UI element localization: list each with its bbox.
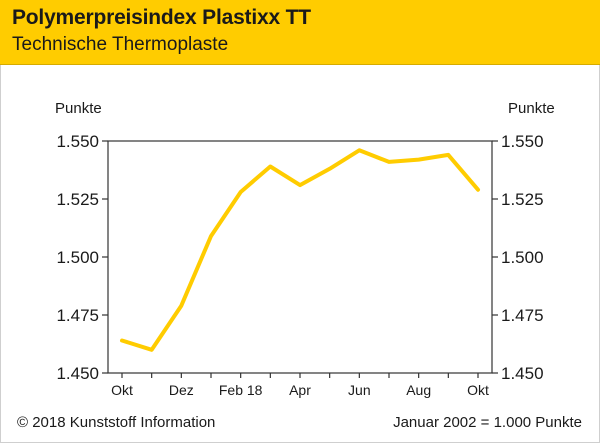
y-tick-label-left: 1.475: [56, 306, 99, 325]
y-tick-label-right: 1.500: [501, 248, 544, 267]
header-bar: Polymerpreisindex Plastixx TT Technische…: [0, 0, 600, 65]
y-tick-label-right: 1.475: [501, 306, 544, 325]
y-tick-label-right: 1.525: [501, 190, 544, 209]
series-line: [120, 148, 480, 352]
chart-subtitle: Technische Thermoplaste: [12, 34, 229, 55]
plot-area: [107, 140, 493, 374]
x-tick-label: Okt: [111, 382, 133, 398]
x-tick-label: Aug: [406, 382, 431, 398]
baseline-note: Januar 2002 = 1.000 Punkte: [393, 414, 582, 431]
x-tick-label: Apr: [289, 382, 311, 398]
chart-title: Polymerpreisindex Plastixx TT: [12, 6, 311, 29]
y-tick-label-right: 1.550: [501, 132, 544, 151]
y-tick-label-right: 1.450: [501, 364, 544, 383]
copyright-note: © 2018 Kunststoff Information: [17, 414, 216, 431]
x-tick-label: Dez: [169, 382, 194, 398]
x-tick-label: Jun: [348, 382, 371, 398]
x-tick-label: Feb 18: [219, 382, 263, 398]
x-tick-label: Okt: [467, 382, 489, 398]
y-tick-label-left: 1.500: [56, 248, 99, 267]
y-tick-label-left: 1.550: [56, 132, 99, 151]
y-axis-left-label: Punkte: [55, 100, 102, 117]
y-tick-label-left: 1.450: [56, 364, 99, 383]
y-tick-label-left: 1.525: [56, 190, 99, 209]
y-axis-right-label: Punkte: [508, 100, 555, 117]
